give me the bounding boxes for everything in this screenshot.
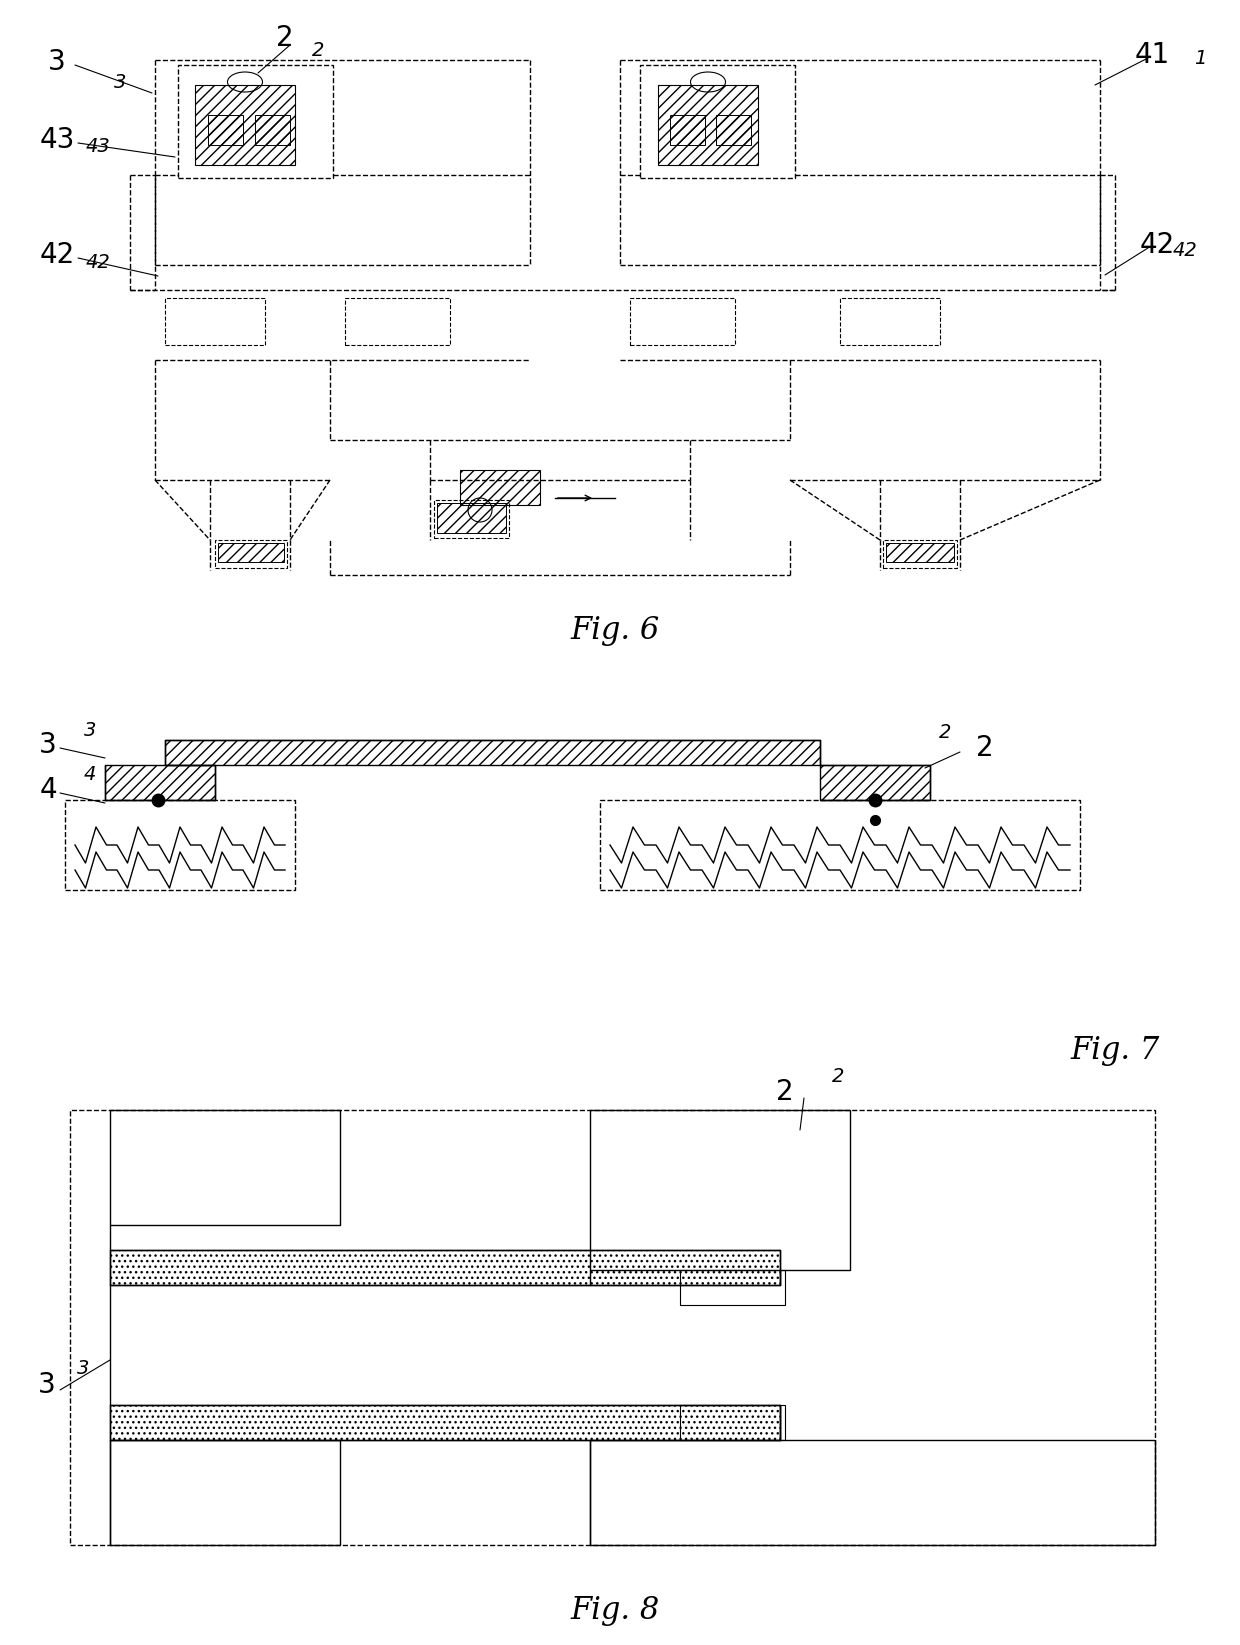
Text: 3: 3	[48, 48, 66, 76]
Text: 42: 42	[1173, 240, 1198, 260]
Text: 3: 3	[114, 72, 126, 92]
Bar	[195, 86, 295, 164]
Bar	[630, 298, 735, 345]
Bar	[215, 540, 286, 568]
Bar	[345, 298, 450, 345]
Bar	[600, 799, 1080, 890]
Text: 2: 2	[939, 722, 951, 742]
Bar	[640, 66, 795, 178]
Bar	[887, 543, 954, 563]
Text: 2: 2	[311, 41, 324, 59]
Text: 42: 42	[40, 242, 74, 270]
Text: Fig. 8: Fig. 8	[570, 1594, 660, 1625]
Bar	[165, 298, 265, 345]
Bar	[105, 765, 215, 799]
Bar	[680, 1270, 785, 1304]
Text: 4: 4	[84, 765, 97, 783]
Text: 3: 3	[40, 730, 57, 758]
Bar	[179, 66, 334, 178]
Text: 42: 42	[1140, 230, 1176, 258]
Text: 2: 2	[832, 1068, 844, 1086]
Bar	[883, 540, 957, 568]
Text: 3: 3	[77, 1359, 89, 1377]
Bar	[165, 740, 820, 765]
Bar	[715, 115, 751, 145]
Bar	[110, 1250, 780, 1285]
Text: 42: 42	[86, 253, 110, 273]
Bar	[460, 470, 539, 505]
Bar	[680, 1405, 785, 1439]
Bar	[839, 298, 940, 345]
Bar	[658, 86, 758, 164]
Bar	[208, 115, 243, 145]
Text: 2: 2	[976, 734, 993, 762]
Text: 3: 3	[38, 1370, 56, 1398]
Text: Fig. 6: Fig. 6	[570, 615, 660, 645]
Bar	[820, 765, 930, 799]
Text: 3: 3	[84, 721, 97, 740]
Bar	[590, 1110, 849, 1270]
Text: 43: 43	[86, 138, 110, 156]
Text: 2: 2	[776, 1077, 794, 1105]
Bar	[110, 1439, 340, 1545]
Bar	[255, 115, 290, 145]
Text: 1: 1	[1194, 48, 1207, 67]
Bar	[218, 543, 284, 563]
Text: 4: 4	[40, 776, 57, 804]
Bar	[110, 1110, 340, 1226]
Text: Fig. 7: Fig. 7	[1070, 1035, 1159, 1066]
Bar	[434, 500, 508, 538]
Text: 43: 43	[40, 127, 74, 155]
Text: 41: 41	[1135, 41, 1171, 69]
Bar	[670, 115, 706, 145]
Bar	[436, 503, 506, 533]
Bar	[110, 1405, 780, 1439]
Bar	[69, 1110, 1154, 1545]
Bar	[64, 799, 295, 890]
Bar	[590, 1439, 1154, 1545]
Text: 2: 2	[277, 25, 294, 53]
